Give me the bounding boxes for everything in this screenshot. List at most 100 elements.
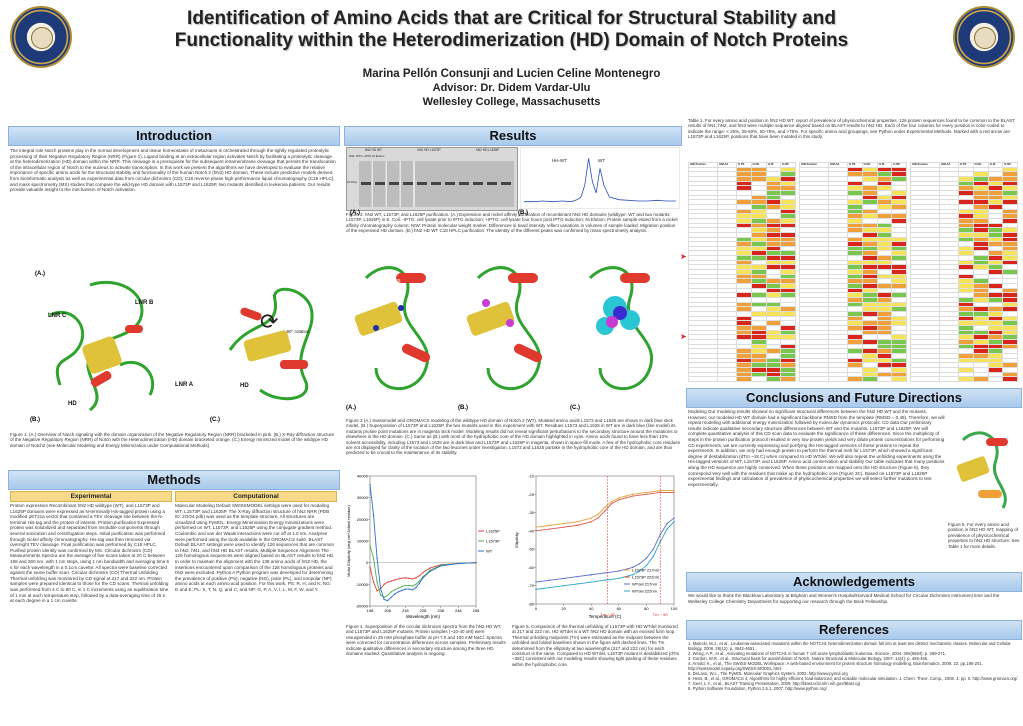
wellesley-seal-left xyxy=(10,6,72,68)
table-row xyxy=(798,366,907,373)
data-point xyxy=(631,493,634,495)
reference-item: 4. Arnold, K., et al., The SWISS-MODEL W… xyxy=(688,661,983,671)
data-point xyxy=(383,598,385,601)
table-cell xyxy=(939,376,959,382)
data-point xyxy=(562,522,565,525)
data-point xyxy=(411,589,414,591)
data-point xyxy=(379,594,382,596)
fig1-label-a: (A.) xyxy=(35,271,45,277)
figure-6-caption: Figure 6. For every amino acid position … xyxy=(948,522,1020,549)
data-point xyxy=(418,582,421,584)
data-point xyxy=(415,586,417,589)
data-point xyxy=(590,517,592,519)
data-point xyxy=(397,587,399,589)
gel-lane-l1573p: hN2 HD L1573P xyxy=(417,148,441,152)
table-row xyxy=(688,283,796,289)
table-1-caption: Table 1. For every amino acid position i… xyxy=(688,118,1015,140)
table-row xyxy=(688,366,796,373)
data-point xyxy=(408,577,410,579)
x-tick-label: 208 xyxy=(384,608,391,613)
data-point xyxy=(411,578,414,580)
plot-area xyxy=(535,475,675,605)
gel-lane-l1625p: hN2 HD L1625P xyxy=(476,148,500,152)
table-row xyxy=(798,269,907,275)
hplc-wt-label: WT xyxy=(598,158,605,163)
poster-title: Identification of Amino Acids that are C… xyxy=(0,8,1023,52)
intro-text: The integral role Notch proteins play in… xyxy=(10,148,336,193)
legend-label: L1573P 222nm xyxy=(632,575,660,580)
data-point xyxy=(386,581,389,583)
thermal-unfolding-chart: 0 20 40 60 80 100 -80 -70 -60 -50 -40 -30 -20 -10 Temp… xyxy=(514,474,678,620)
series-line xyxy=(369,562,477,592)
y-tick-label: -20 xyxy=(528,492,535,497)
data-point xyxy=(372,514,375,516)
data-point xyxy=(562,577,565,580)
y-axis-label: Molar Ellipticity (deg cm^2/dmol residue… xyxy=(346,504,351,576)
table-row xyxy=(688,203,796,210)
table-row xyxy=(688,213,796,219)
label-hd-right: HD xyxy=(240,383,249,389)
data-point xyxy=(645,557,648,559)
table-row xyxy=(798,222,907,229)
data-point xyxy=(576,524,579,527)
data-point xyxy=(404,588,407,590)
table-row xyxy=(798,231,907,238)
data-point xyxy=(372,581,375,583)
x-tick-label: 80 xyxy=(644,606,649,611)
table-row xyxy=(909,320,1018,326)
hplc-his-wt-label: His-WT xyxy=(552,158,567,163)
conclusions-title: Conclusions and Future Directions xyxy=(746,390,962,405)
data-point xyxy=(604,572,606,574)
fig3-label-b: (B.) xyxy=(458,405,468,411)
data-point xyxy=(590,574,592,576)
series-line xyxy=(535,490,674,528)
acknowledgements-title: Acknowledgements xyxy=(792,574,916,589)
table-row xyxy=(909,376,1018,382)
table-row xyxy=(909,245,1018,252)
data-point xyxy=(549,524,551,527)
y-tick-label: -30 xyxy=(528,510,535,515)
gel-lane-headers: hN2 HD WT hN2 HD L1573P hN2 HD L1625P xyxy=(347,148,517,156)
table-cell xyxy=(780,376,796,382)
data-point xyxy=(369,566,371,568)
reference-item: 5. DeLano, W.L., The PyMOL Molecular Gra… xyxy=(688,671,848,676)
data-point xyxy=(401,585,403,588)
fig3-label-c: (C.) xyxy=(570,405,580,411)
data-point xyxy=(597,513,599,516)
reference-item: 6. Hess, B., et al., GROMACS 4: Algorith… xyxy=(688,676,1018,681)
gel-kda-label: 22 kDa xyxy=(347,180,357,184)
legend-label: L1573P 217nm xyxy=(632,568,660,573)
y-tick-label: -70 xyxy=(528,583,535,588)
table-row xyxy=(909,287,1018,294)
label-l1625p: L1625P xyxy=(496,286,512,291)
y-tick-label: -10 xyxy=(528,474,535,479)
table-row xyxy=(909,334,1018,340)
figure-1-caption: Figure 1. (A.) Overview of Notch signali… xyxy=(10,432,335,448)
data-point xyxy=(369,483,371,486)
table-cell xyxy=(828,376,848,382)
structure-wt xyxy=(354,266,431,391)
wellesley-seal-right xyxy=(953,6,1015,68)
table-cell xyxy=(688,376,719,382)
data-point xyxy=(394,593,396,595)
data-point xyxy=(604,506,606,508)
reference-item: 8. Python Software Foundation, Python 2.… xyxy=(688,686,827,691)
table-row xyxy=(688,348,796,354)
y-tick-label: 20000 xyxy=(357,517,369,522)
label-lnr-c: LNR C xyxy=(48,313,67,319)
fig2-label-b: (B.) xyxy=(518,210,528,216)
data-point xyxy=(390,591,392,593)
data-point xyxy=(404,577,407,579)
computational-text: Molecular Modeling Default SWISSMODEL se… xyxy=(175,503,335,592)
data-point xyxy=(401,577,403,579)
table-cell xyxy=(876,376,893,382)
amino-acid-table-block: hN2 Position hN2 AA% PS% NG% PL% NP xyxy=(688,162,796,382)
title-line-1: Identification of Amino Acids that are C… xyxy=(187,8,836,29)
data-point xyxy=(429,569,431,571)
data-point xyxy=(418,580,421,582)
rotation-label: 90° rotation xyxy=(286,329,310,334)
data-point xyxy=(397,578,399,580)
data-point xyxy=(673,489,675,492)
acknowledgements-text: We would like to thank the Blacklow Labo… xyxy=(688,593,1000,604)
data-point xyxy=(376,557,378,560)
